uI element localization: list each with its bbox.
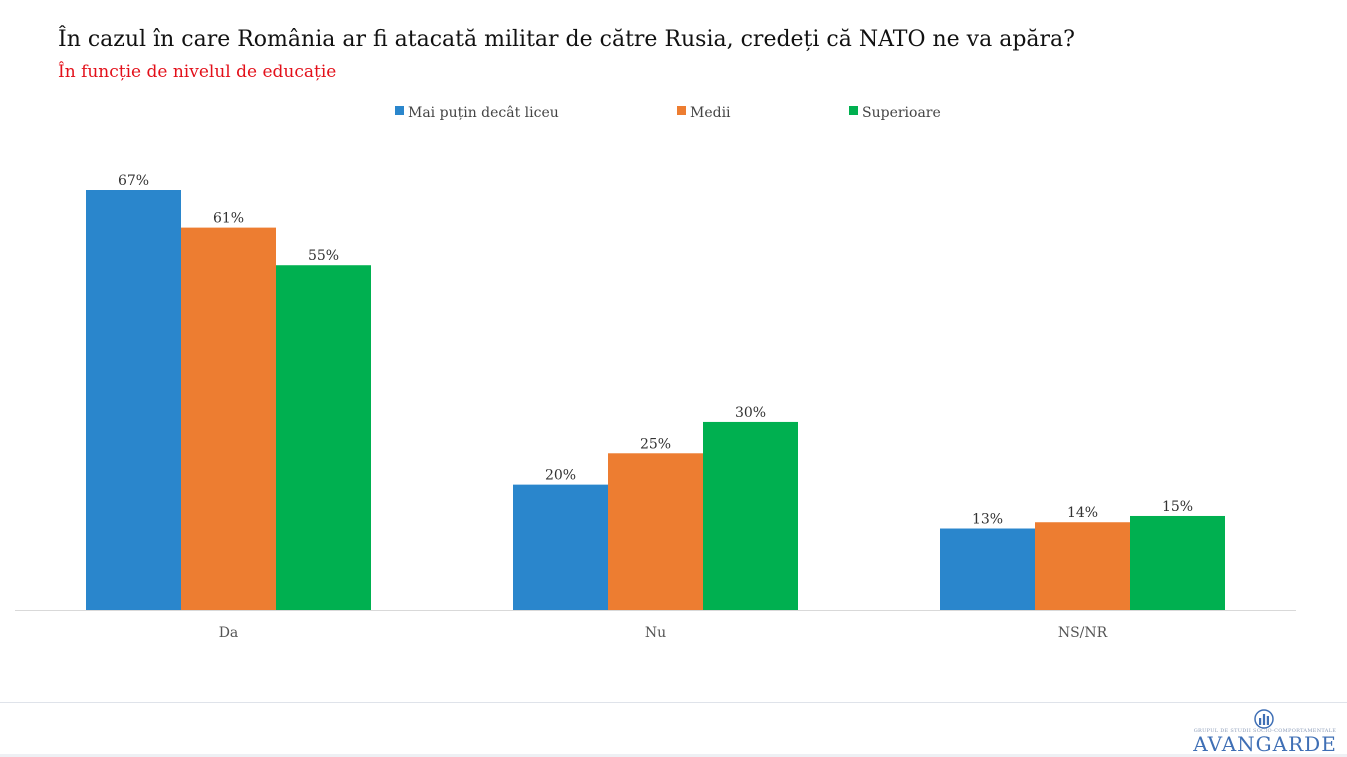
legend-label: Mai puțin decât liceu (408, 105, 559, 121)
data-label: 61% (213, 211, 244, 227)
legend-swatch (677, 106, 686, 115)
legend-swatch (849, 106, 858, 115)
bar (703, 421, 798, 610)
category-tick-label: Nu (645, 625, 666, 641)
avangarde-logo: GRUPUL DE STUDII SOCIO-COMPORTAMENTALE A… (1190, 706, 1340, 756)
data-label: 13% (972, 512, 1003, 528)
category-tick-label: Da (219, 625, 239, 641)
data-label: 30% (735, 405, 766, 421)
category-tick-label: NS/NR (1058, 625, 1108, 641)
bar (1035, 522, 1130, 610)
bar (1130, 515, 1225, 610)
chart-subtitle: În funcție de nivelul de educație (58, 62, 337, 82)
legend-label: Medii (690, 105, 731, 121)
data-label: 67% (118, 173, 149, 189)
bar (513, 484, 608, 610)
bar (181, 227, 276, 610)
bar (276, 265, 371, 610)
bar (940, 528, 1035, 610)
data-label: 55% (308, 248, 339, 264)
footer-bottom-bar (0, 754, 1347, 757)
data-label: 15% (1162, 499, 1193, 515)
logo-name: AVANGARDE (1193, 732, 1337, 756)
legend-label: Superioare (862, 105, 941, 121)
data-label: 20% (545, 468, 576, 484)
bar-chart: Mai puțin decât liceu Medii Superioare 67% 6… (15, 105, 1296, 641)
data-label: 25% (640, 436, 671, 452)
chart-title: În cazul în care România ar fi atacată m… (58, 27, 1075, 52)
bar (86, 190, 181, 610)
footer-divider (0, 702, 1347, 703)
logo-emblem-icon (1254, 709, 1274, 729)
data-label: 14% (1067, 505, 1098, 521)
legend-swatch (395, 106, 404, 115)
logo-tagline: GRUPUL DE STUDII SOCIO-COMPORTAMENTALE (1193, 728, 1337, 734)
bar (608, 453, 703, 610)
